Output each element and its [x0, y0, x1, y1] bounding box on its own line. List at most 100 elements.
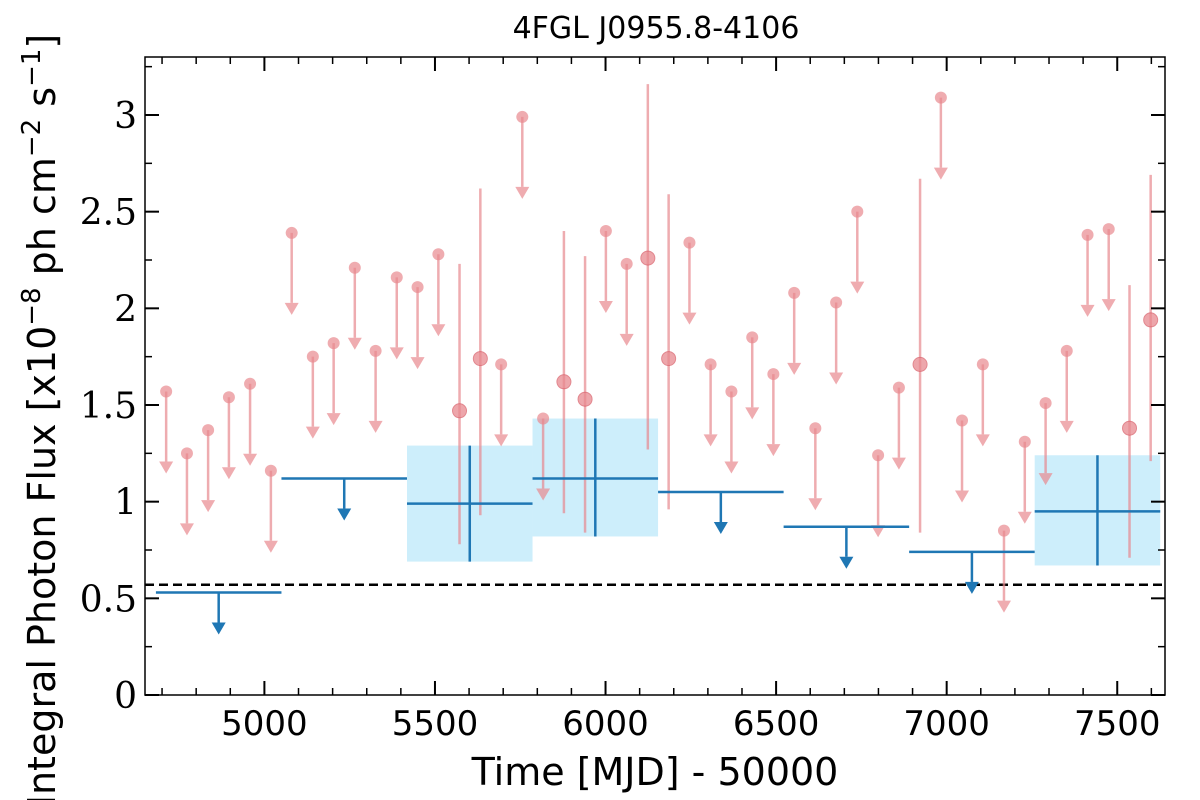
upper-limit-point — [348, 261, 361, 274]
upper-limit-point — [264, 464, 277, 477]
upper-limit-arrow — [201, 500, 216, 513]
upper-limit-arrow — [1038, 473, 1053, 486]
upper-limit-arrow — [515, 186, 530, 199]
upper-limit-point — [306, 350, 319, 363]
detection-point — [452, 403, 468, 419]
y-tick-label: 1.5 — [80, 386, 137, 427]
y-tick-label: 0 — [114, 676, 137, 717]
upper-limit-point — [411, 281, 424, 294]
upper-limit-point — [202, 424, 215, 437]
long-bin-upper-limit-arrow — [839, 556, 854, 569]
detection-point — [577, 391, 593, 407]
chart-title: 4FGL J0955.8-4106 — [513, 11, 800, 46]
upper-limit-arrow — [619, 333, 634, 346]
upper-limit-point — [244, 377, 257, 390]
upper-limit-arrow — [891, 457, 906, 470]
upper-limit-point — [1081, 228, 1094, 241]
x-tick-label: 6500 — [733, 704, 820, 744]
upper-limit-arrow — [933, 167, 948, 180]
upper-limit-arrow — [1059, 420, 1074, 433]
upper-limit-arrow — [829, 372, 844, 385]
upper-limit-arrow — [787, 362, 802, 375]
plot-frame — [144, 56, 1166, 696]
y-tick-label: 2.5 — [80, 193, 137, 234]
upper-limit-point — [746, 331, 759, 344]
upper-limit-arrow — [766, 444, 781, 457]
y-tick-label: 0.5 — [80, 579, 137, 620]
upper-limit-arrow — [871, 525, 886, 538]
upper-limit-point — [537, 412, 550, 425]
upper-limit-point — [620, 257, 633, 270]
upper-limit-point — [683, 236, 696, 249]
long-bin-upper-limit-arrow — [964, 581, 979, 594]
upper-limit-point — [180, 447, 193, 460]
upper-limit-arrow — [431, 324, 446, 337]
upper-limit-point — [222, 391, 235, 404]
upper-limit-arrow — [221, 467, 236, 480]
upper-limit-arrow — [975, 434, 990, 447]
upper-limit-point — [516, 110, 529, 123]
long-bin-upper-limit-arrow — [337, 508, 352, 521]
upper-limit-arrow — [724, 461, 739, 474]
upper-limit-point — [767, 368, 780, 381]
upper-limit-arrow — [1017, 511, 1032, 524]
long-bin-upper-limit-arrow — [211, 622, 226, 635]
upper-limit-point — [872, 449, 885, 462]
upper-limit-arrow — [410, 357, 425, 370]
upper-limit-arrow — [996, 600, 1011, 613]
detection-point — [472, 351, 488, 367]
upper-limit-point — [285, 226, 298, 239]
x-tick-label: 7000 — [903, 704, 990, 744]
upper-limit-point — [788, 286, 801, 299]
upper-limit-arrow — [494, 434, 509, 447]
upper-limit-arrow — [389, 347, 404, 360]
long-bin-upper-limit-arrow — [713, 522, 728, 534]
x-axis-label: Time [MJD] - 50000 — [471, 750, 839, 794]
upper-limit-point — [976, 358, 989, 371]
upper-limit-point — [1060, 344, 1073, 357]
upper-limit-point — [1018, 435, 1031, 448]
y-axis-label: Integral Photon Flux [x10−8 ph cm−2 s−1] — [17, 34, 64, 800]
upper-limit-arrow — [243, 453, 258, 466]
upper-limit-point — [997, 524, 1010, 537]
detection-point — [661, 351, 677, 367]
upper-limit-point — [1039, 397, 1052, 410]
upper-limit-point — [327, 337, 340, 350]
upper-limit-arrow — [179, 523, 194, 536]
y-tick-label: 1 — [114, 483, 137, 524]
upper-limit-arrow — [159, 461, 174, 474]
axes-layer: 5000 5500 6000 6500 7000 7500 0 0.5 1 1.5 2 2.5 3 — [80, 56, 1166, 744]
upper-limit-point — [809, 422, 822, 435]
band-layer — [406, 418, 1161, 566]
upper-limit-arrow — [745, 407, 760, 420]
upper-limit-arrow — [305, 426, 320, 439]
upper-limit-arrow — [536, 488, 551, 501]
detection-point — [1143, 312, 1159, 328]
upper-limit-arrow — [263, 540, 278, 553]
upper-limit-arrow — [368, 420, 383, 433]
upper-limit-point — [704, 358, 717, 371]
x-tick-label: 6000 — [562, 704, 649, 744]
upper-limit-point — [160, 385, 173, 398]
upper-limit-point — [725, 385, 738, 398]
upper-limit-arrow — [598, 301, 613, 313]
x-tick-label: 5500 — [392, 704, 479, 744]
upper-limit-point — [851, 205, 864, 218]
x-tick-label: 7500 — [1074, 704, 1161, 744]
upper-limit-point — [390, 271, 403, 284]
detection-point — [640, 250, 656, 266]
upper-limit-point — [369, 344, 382, 357]
upper-limit-arrow — [682, 312, 697, 325]
upper-limit-arrow — [1080, 304, 1095, 317]
upper-limit-point — [892, 381, 905, 394]
upper-limit-point — [1102, 223, 1115, 236]
upper-limit-arrow — [808, 498, 823, 511]
upper-limit-arrow — [1101, 299, 1116, 312]
detection-point — [912, 356, 928, 372]
upper-limit-arrow — [850, 281, 865, 294]
upper-limit-point — [934, 91, 947, 104]
y-tick-label: 2 — [114, 289, 137, 330]
detection-point — [556, 374, 572, 390]
